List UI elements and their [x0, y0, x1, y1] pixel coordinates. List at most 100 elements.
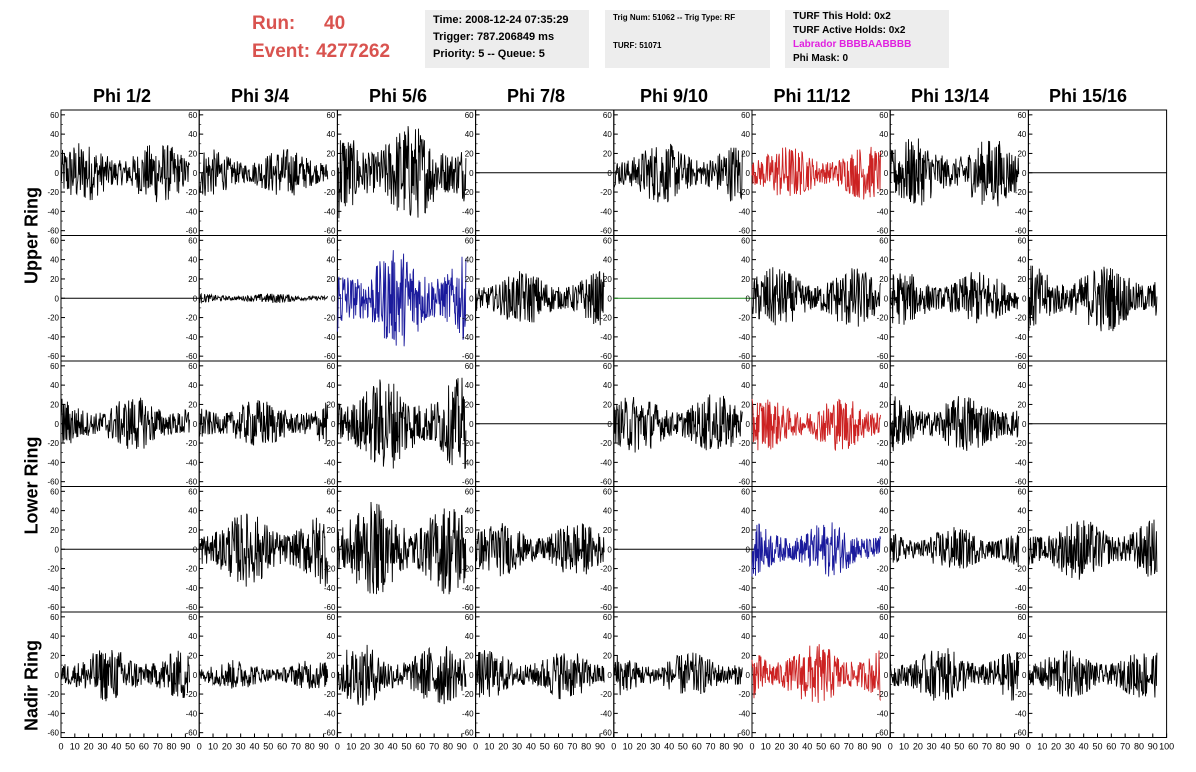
y-tick-label: -20 [600, 565, 612, 574]
x-tick-label: 40 [249, 742, 259, 752]
y-tick-label: 60 [1017, 362, 1026, 371]
waveform-panel: -60 -40 -20 0 20 40 60 [600, 109, 753, 236]
waveform-panel: -60 -40 -20 0 20 40 60 [877, 109, 1029, 236]
y-tick-label: -20 [738, 565, 750, 574]
col-header-phi-15-16: Phi 15/16 [1048, 86, 1128, 106]
x-tick-label: 90 [1010, 742, 1020, 752]
y-tick-label: 40 [879, 381, 888, 390]
y-tick-label: 20 [465, 400, 474, 409]
y-tick-label: -20 [877, 314, 889, 323]
event-label: Event: [252, 41, 311, 62]
y-tick-label: 60 [741, 362, 750, 371]
y-tick-label: -60 [738, 227, 750, 236]
y-tick-label: -20 [738, 188, 750, 197]
x-tick-label: 80 [719, 742, 729, 752]
x-tick-label: 10 [761, 742, 771, 752]
y-tick-label: -60 [462, 729, 474, 738]
y-tick-label: 20 [879, 275, 888, 284]
y-tick-label: 60 [879, 236, 888, 245]
y-tick-label: 40 [1017, 256, 1026, 265]
y-tick-label: -40 [877, 584, 889, 593]
y-tick-label: -20 [1015, 439, 1027, 448]
col-header-phi-3-4: Phi 3/4 [230, 86, 290, 106]
col-header-phi-5-6: Phi 5/6 [368, 86, 428, 106]
y-tick-label: 0 [884, 169, 889, 178]
x-tick-label: 50 [540, 742, 550, 752]
x-tick-label: 20 [360, 742, 370, 752]
y-tick-label: -20 [462, 439, 474, 448]
x-tick-label: 60 [139, 742, 149, 752]
phi-mask-text: Phi Mask: 0 [793, 53, 849, 64]
x-tick-label: 30 [97, 742, 107, 752]
y-tick-label: 60 [465, 613, 474, 622]
y-tick-label: 40 [465, 381, 474, 390]
waveform-panel: -60 -40 -20 0 20 40 60 [324, 486, 477, 613]
x-tick-label: 10 [70, 742, 80, 752]
waveform-panel: -60 -40 -20 0 20 40 60 [738, 360, 891, 487]
waveform-trace [751, 398, 881, 451]
run-label: Run: [252, 13, 296, 34]
waveform-panel: -60 -40 -20 0 20 40 60 [324, 235, 477, 362]
y-tick-label: -60 [1015, 478, 1027, 487]
waveform-panel: -60 -40 -20 0 20 40 60 [1015, 360, 1168, 487]
y-tick-label: 40 [741, 256, 750, 265]
x-tick-label: 10 [899, 742, 909, 752]
waveform-panel: -60 -40 -20 0 20 40 60 [462, 109, 615, 236]
x-tick-label: 0 [58, 742, 63, 752]
y-tick-label: 40 [879, 130, 888, 139]
y-tick-label: -20 [186, 565, 198, 574]
x-tick-label: 30 [650, 742, 660, 752]
y-tick-label: 40 [50, 130, 59, 139]
x-tick-label: 50 [678, 742, 688, 752]
waveform-trace [198, 513, 329, 587]
x-tick-label: 90 [180, 742, 190, 752]
waveform-trace [60, 397, 190, 449]
y-tick-label: 20 [50, 651, 59, 660]
y-tick-label: -60 [600, 478, 612, 487]
y-tick-label: 20 [465, 275, 474, 284]
y-tick-label: 40 [741, 381, 750, 390]
y-tick-label: 20 [50, 526, 59, 535]
y-tick-label: 60 [603, 111, 612, 120]
x-tick-label: 40 [111, 742, 121, 752]
y-tick-label: 60 [326, 613, 335, 622]
y-tick-label: 0 [193, 545, 198, 554]
y-tick-label: -60 [1015, 352, 1027, 361]
y-tick-label: 60 [188, 613, 197, 622]
x-tick-label: 10 [484, 742, 494, 752]
y-tick-label: 40 [188, 507, 197, 516]
x-tick-label: 80 [1134, 742, 1144, 752]
x-tick-label: 50 [954, 742, 964, 752]
waveform-trace [336, 126, 467, 219]
y-tick-label: 0 [331, 420, 336, 429]
y-tick-label: 0 [1022, 169, 1027, 178]
y-tick-label: -60 [462, 603, 474, 612]
waveform-panel: -60 -40 -20 0 20 40 60 [47, 235, 200, 362]
y-tick-label: -20 [738, 439, 750, 448]
x-tick-label: 50 [401, 742, 411, 752]
x-tick-label: 0 [611, 742, 616, 752]
y-tick-label: 60 [188, 111, 197, 120]
waveform-panel: -60 -40 -20 0 20 40 60 [186, 235, 338, 362]
y-tick-label: 20 [326, 149, 335, 158]
x-tick-label: 90 [1148, 742, 1158, 752]
y-tick-label: 20 [741, 275, 750, 284]
waveform-panel: -60 -40 -20 0 20 40 60 [600, 360, 753, 487]
x-tick-label: 70 [153, 742, 163, 752]
y-tick-label: -20 [462, 314, 474, 323]
y-tick-label: -20 [462, 690, 474, 699]
waveform-trace [198, 149, 329, 196]
waveform-panel: -60 -40 -20 0 20 40 60 [1015, 235, 1168, 362]
y-tick-label: 40 [188, 381, 197, 390]
y-tick-label: -40 [462, 207, 474, 216]
y-tick-label: 20 [326, 400, 335, 409]
trig-num-text: Trig Num: 51062 -- Trig Type: RF [613, 13, 736, 22]
x-tick-label: 40 [940, 742, 950, 752]
y-tick-label: 20 [879, 651, 888, 660]
y-tick-label: -20 [47, 314, 59, 323]
y-tick-label: -20 [324, 188, 336, 197]
x-tick-label: 60 [415, 742, 425, 752]
x-tick-label: 10 [208, 742, 218, 752]
